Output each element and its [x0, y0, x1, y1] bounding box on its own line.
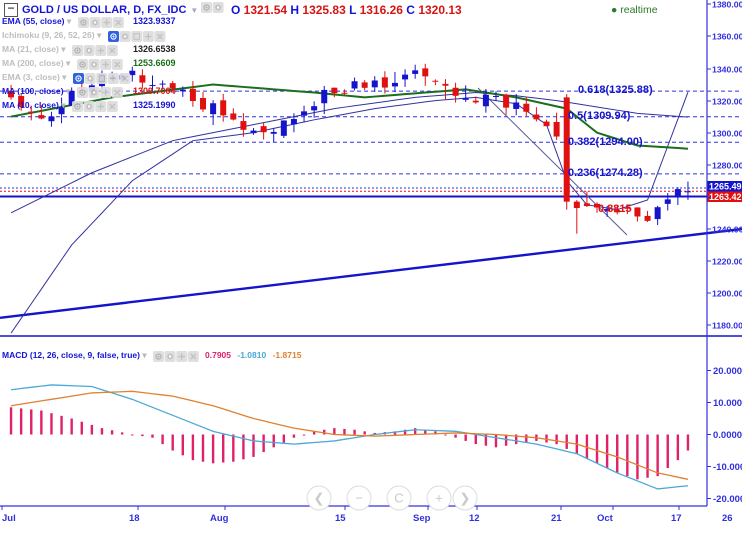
svg-text:C: C [394, 491, 403, 506]
svg-text:18: 18 [129, 513, 140, 524]
svg-text:1220.00: 1220.00 [712, 257, 742, 267]
svg-text:15: 15 [335, 513, 346, 524]
svg-text:Jul: Jul [2, 513, 16, 524]
svg-text:1265.49: 1265.49 [709, 181, 742, 191]
svg-text:17: 17 [671, 513, 682, 524]
svg-text:Sep: Sep [413, 513, 431, 524]
svg-text:❮: ❮ [314, 491, 325, 507]
svg-text:1320.00: 1320.00 [712, 97, 742, 107]
svg-text:Aug: Aug [210, 513, 229, 524]
svg-text:1240.00: 1240.00 [712, 225, 742, 235]
svg-text:10.0000: 10.0000 [713, 398, 742, 409]
svg-text:1180.00: 1180.00 [712, 321, 742, 331]
svg-text:−: − [355, 491, 363, 506]
svg-text:1300.00: 1300.00 [712, 129, 742, 139]
svg-text:1340.00: 1340.00 [712, 65, 742, 75]
svg-text:26: 26 [722, 513, 733, 524]
svg-text:0.0000: 0.0000 [713, 430, 742, 441]
svg-text:1200.00: 1200.00 [712, 289, 742, 299]
svg-text:1360.00: 1360.00 [712, 32, 742, 42]
svg-text:-10.0000: -10.0000 [713, 462, 742, 473]
svg-text:1380.00: 1380.00 [712, 0, 742, 10]
svg-text:20.0000: 20.0000 [713, 366, 742, 377]
svg-text:❯: ❯ [460, 491, 471, 507]
svg-text:1280.00: 1280.00 [712, 161, 742, 171]
svg-text:+: + [435, 491, 443, 506]
svg-text:Oct: Oct [597, 513, 614, 524]
svg-text:-20.0000: -20.0000 [713, 494, 742, 505]
svg-text:1263.42: 1263.42 [709, 192, 742, 202]
svg-text:12: 12 [469, 513, 480, 524]
svg-text:21: 21 [551, 513, 562, 524]
